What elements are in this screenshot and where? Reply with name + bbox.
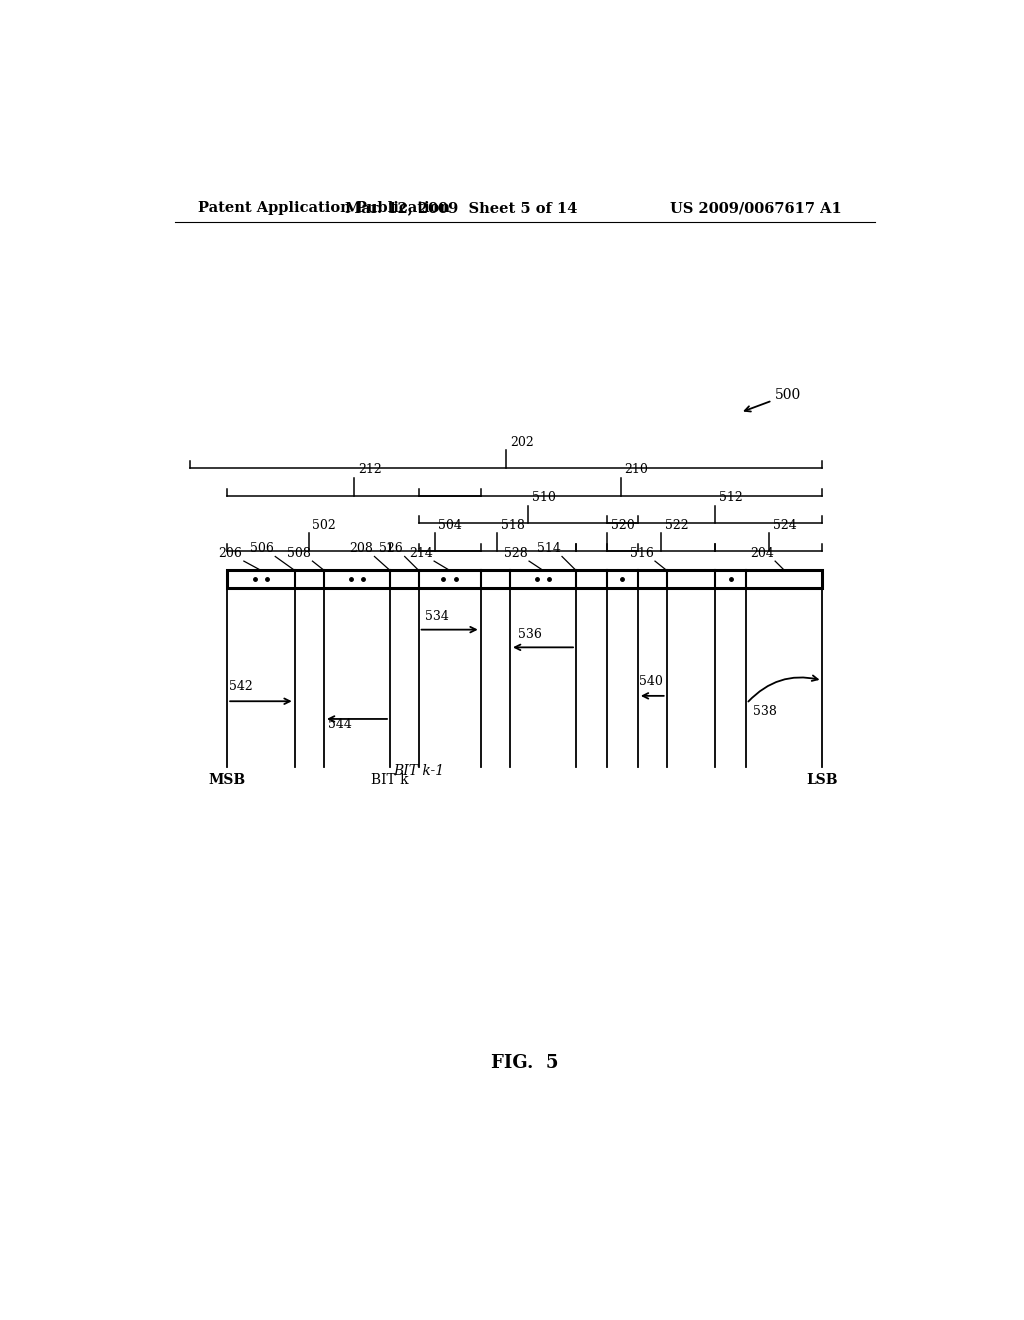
Text: BIT k: BIT k — [371, 774, 409, 787]
Text: 512: 512 — [719, 491, 742, 504]
Text: 208: 208 — [349, 543, 373, 554]
Text: 540: 540 — [640, 675, 664, 688]
Text: 522: 522 — [665, 519, 689, 532]
Text: Patent Application Publication: Patent Application Publication — [198, 202, 450, 215]
Text: US 2009/0067617 A1: US 2009/0067617 A1 — [671, 202, 843, 215]
Text: 506: 506 — [250, 543, 273, 554]
Text: 514: 514 — [537, 543, 560, 554]
Text: 502: 502 — [312, 519, 336, 532]
Text: BIT k-1: BIT k-1 — [393, 763, 444, 777]
Text: 544: 544 — [328, 718, 352, 731]
Text: 528: 528 — [504, 546, 527, 560]
Text: 516: 516 — [630, 546, 653, 560]
Text: 520: 520 — [611, 519, 635, 532]
Bar — [227, 570, 822, 589]
Text: 504: 504 — [437, 519, 462, 532]
Text: 536: 536 — [518, 628, 542, 642]
Text: 204: 204 — [750, 546, 773, 560]
Text: 518: 518 — [501, 519, 525, 532]
Text: Mar. 12, 2009  Sheet 5 of 14: Mar. 12, 2009 Sheet 5 of 14 — [345, 202, 578, 215]
Text: 500: 500 — [744, 388, 802, 412]
Text: 534: 534 — [425, 610, 449, 623]
Text: 212: 212 — [357, 463, 382, 477]
Text: 510: 510 — [532, 491, 556, 504]
Text: 508: 508 — [287, 546, 311, 560]
Text: 210: 210 — [625, 463, 648, 477]
Text: 202: 202 — [510, 436, 534, 449]
Text: 526: 526 — [379, 543, 403, 554]
Text: LSB: LSB — [807, 774, 839, 787]
Text: FIG.  5: FIG. 5 — [492, 1055, 558, 1072]
Text: 542: 542 — [228, 680, 253, 693]
Text: 206: 206 — [218, 546, 243, 560]
Text: 524: 524 — [773, 519, 797, 532]
Text: 538: 538 — [753, 705, 776, 718]
Text: MSB: MSB — [209, 774, 246, 787]
Text: 214: 214 — [409, 546, 432, 560]
